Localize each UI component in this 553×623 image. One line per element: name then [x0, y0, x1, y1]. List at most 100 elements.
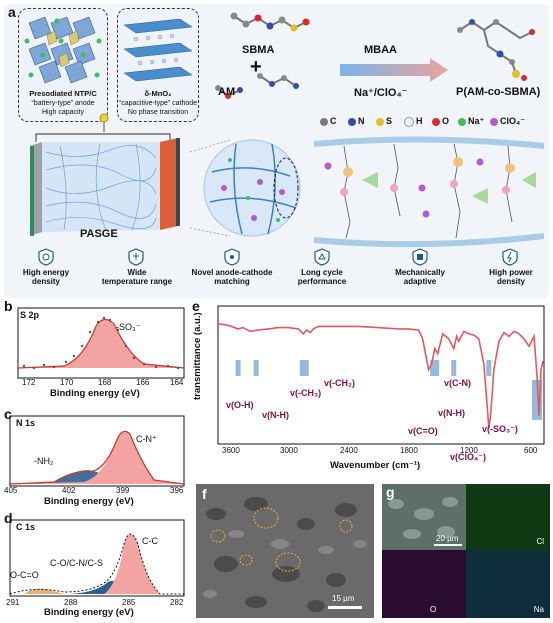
panel-c-letter: c — [4, 406, 12, 422]
mno2-layers-illustration — [123, 18, 193, 82]
anode-line2: High capacity — [41, 109, 85, 116]
sem-texture — [196, 484, 374, 618]
panel-a: a — [4, 4, 549, 298]
panel-e: e transmittance (a.u.) v(O-H) v(N-H) v(-… — [190, 298, 550, 480]
cathode-line2: No phase transition — [127, 109, 189, 116]
panel-b-xlabel: Binding energy (eV) — [50, 388, 140, 399]
tick-1200: 1200 — [460, 446, 478, 455]
anode-title: Presodiated NTP/C — [29, 89, 97, 98]
tick-282: 282 — [170, 598, 184, 607]
ntp-crystal-illustration — [24, 16, 102, 84]
conditions-label: Na⁺/ClO₄⁻ — [354, 87, 408, 99]
feature-temperature-label: Wide temperature range — [101, 268, 173, 286]
panel-d-xlabel: Binding energy (eV) — [44, 607, 134, 618]
edx-o-map: O — [382, 550, 466, 618]
panel-f-sem-image: f 15 µm — [196, 484, 374, 618]
xps-s2p-plot — [17, 307, 185, 379]
legend-dot-c — [320, 117, 328, 126]
am-label: AM — [218, 86, 236, 98]
panel-e-xlabel: Wavenumber (cm⁻¹) — [330, 460, 421, 471]
cathode-line1: “capacitive-type” cathode — [118, 100, 198, 107]
ann-ch2: v(-CH₂) — [324, 378, 355, 388]
panel-f-scale: 15 µm — [332, 594, 355, 603]
ftir-band-2 — [299, 360, 305, 376]
feature-power-label: High power density — [489, 268, 533, 286]
ftir-band-4 — [430, 360, 436, 376]
monomer-structures — [215, 12, 310, 99]
panel-f-letter: f — [202, 486, 207, 502]
s2p-label: S 2p — [20, 310, 40, 320]
xps-n1s-plot — [9, 415, 185, 487]
ftir-band-1 — [253, 360, 259, 376]
tick-291: 291 — [6, 598, 20, 607]
ann-cn: v(C-N) — [444, 378, 471, 388]
shield-temperature-icon — [128, 248, 144, 266]
edx-sem-map: g 20 µm — [382, 484, 466, 550]
ftir-band-6 — [451, 360, 457, 376]
ftir-band-8 — [531, 380, 542, 420]
tick-396: 396 — [170, 486, 184, 495]
edx-sem-texture — [388, 497, 462, 546]
legend-item-na: Na⁺ — [458, 116, 484, 127]
pasge-device-illustration — [30, 113, 180, 236]
tick-2400: 2400 — [340, 446, 358, 455]
legend-dot-n — [348, 117, 356, 126]
panel-b-letter: b — [4, 298, 13, 314]
tick-3600: 3600 — [222, 446, 240, 455]
so3-peak-label: -SO₃⁻ — [116, 322, 141, 332]
ftir-spectrum-plot — [217, 305, 545, 445]
nh2-peak-label: -NH₂ — [34, 456, 54, 466]
mbaa-label: MBAA — [364, 44, 397, 56]
legend-dot-clo4 — [490, 117, 498, 126]
panel-a-letter: a — [8, 4, 16, 20]
tick-405: 405 — [4, 486, 18, 495]
tick-164: 164 — [170, 378, 184, 387]
shield-power-icon — [502, 248, 518, 266]
ann-nh2: v(N-H) — [438, 408, 465, 418]
tick-168: 168 — [98, 378, 112, 387]
tick-3000: 3000 — [280, 446, 298, 455]
ocdo-peak-label: O-C=O — [10, 570, 39, 580]
c1s-label: C 1s — [16, 522, 36, 532]
ann-co: v(C=O) — [408, 426, 438, 436]
ftir-series-line — [217, 323, 544, 429]
legend-dot-o — [432, 117, 440, 126]
edx-na-label: Na — [533, 605, 544, 614]
tick-166: 166 — [136, 378, 150, 387]
legend-dot-h — [404, 116, 414, 127]
anode-box: Presodiated NTP/C “battery-type” anode H… — [18, 8, 108, 122]
feature-matching-label: Novel anode-cathode matching — [191, 268, 273, 286]
co-cn-cs-peak-label: C-O/C-N/C-S — [50, 558, 103, 568]
xps-c1s-plot — [9, 519, 185, 597]
n1s-label: N 1s — [16, 418, 36, 428]
edx-o-label: O — [430, 605, 437, 614]
panel-d: d C 1s O-C=O C-O/C-N/C-S C-C 291 288 285… — [4, 510, 188, 618]
shield-recycle-icon — [314, 248, 330, 266]
tick-402: 402 — [62, 486, 76, 495]
ann-nh: v(N-H) — [262, 410, 289, 420]
ftir-band-3 — [303, 360, 309, 376]
legend-dot-na — [458, 117, 466, 126]
ann-ch3: v(-CH₃) — [290, 388, 322, 398]
shield-energy-icon — [38, 248, 54, 266]
tick-1800: 1800 — [400, 446, 418, 455]
feature-mechanical-label: Mechanically adaptive — [395, 268, 445, 286]
edx-cl-label: Cl — [536, 537, 544, 546]
legend-item-o: O — [432, 116, 449, 126]
network-zoom-circle — [190, 139, 301, 237]
cn-peak-label: C-N⁺ — [136, 434, 157, 444]
legend-item-h: H — [404, 116, 423, 127]
feature-energy-label: High energy density — [22, 268, 70, 286]
sbma-label: SBMA — [242, 44, 275, 56]
ann-oh: v(O-H) — [226, 400, 254, 410]
cathode-box: δ-MnO₂ “capacitive-type” cathode No phas… — [117, 8, 199, 122]
tick-285: 285 — [122, 598, 136, 607]
legend-item-n: N — [348, 116, 365, 126]
shield-mechanical-icon — [412, 248, 428, 266]
ftir-band-0 — [235, 360, 241, 376]
panel-g-scale: 20 µm — [436, 534, 459, 543]
tick-288: 288 — [64, 598, 78, 607]
feature-cycle-label: Long cycle performance — [297, 268, 347, 286]
plus-sign: + — [250, 56, 262, 78]
shield-matching-icon — [224, 248, 240, 266]
